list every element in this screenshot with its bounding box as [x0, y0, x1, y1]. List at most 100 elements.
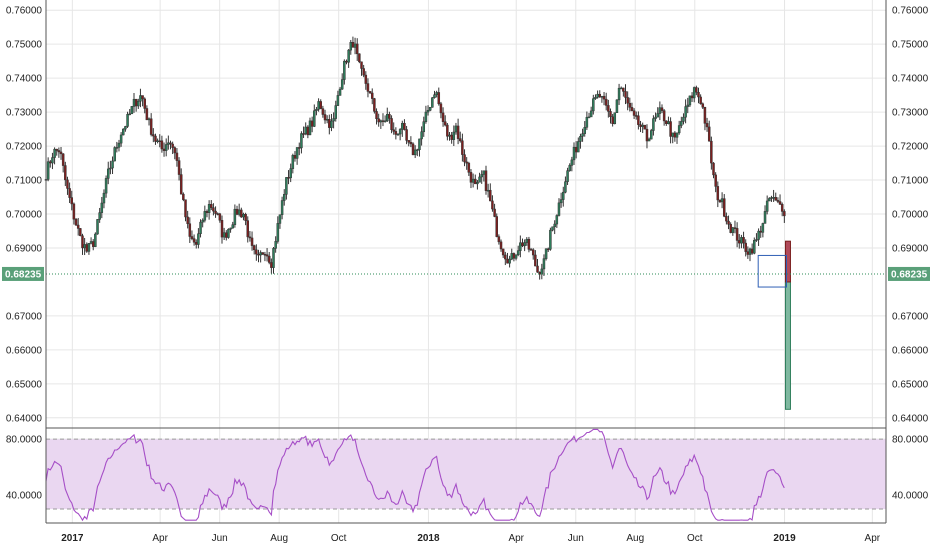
candle-body[interactable] — [302, 133, 305, 135]
candle-body[interactable] — [87, 243, 91, 252]
candle-body[interactable] — [753, 240, 756, 254]
candle-body[interactable] — [278, 214, 282, 224]
candle-body[interactable] — [282, 194, 286, 201]
candle-body[interactable] — [527, 238, 531, 250]
candle-body[interactable] — [662, 110, 666, 122]
candle-body[interactable] — [562, 191, 565, 200]
candle-body[interactable] — [772, 197, 775, 199]
candle-body[interactable] — [169, 142, 172, 145]
candle-body[interactable] — [85, 244, 89, 252]
candle-body[interactable] — [615, 99, 619, 113]
candle-body[interactable] — [624, 91, 627, 98]
candle-body[interactable] — [650, 130, 653, 140]
candle-body[interactable] — [446, 124, 449, 137]
candle-body[interactable] — [74, 218, 78, 226]
candle-body[interactable] — [486, 189, 490, 192]
candle-body[interactable] — [431, 97, 434, 108]
candle-body[interactable] — [194, 241, 198, 245]
candle-body[interactable] — [162, 148, 166, 151]
candle-body[interactable] — [510, 253, 514, 260]
candle-body[interactable] — [604, 98, 608, 106]
candle-body[interactable] — [669, 121, 672, 137]
candle-body[interactable] — [493, 208, 496, 217]
candle-body[interactable] — [660, 107, 664, 111]
candle-body[interactable] — [235, 208, 239, 215]
candle-body[interactable] — [57, 150, 61, 153]
candle-body[interactable] — [722, 198, 726, 217]
candle-body[interactable] — [158, 140, 162, 143]
candle-body[interactable] — [611, 116, 614, 125]
candle-body[interactable] — [508, 258, 511, 264]
candle-body[interactable] — [46, 161, 50, 180]
candle-body[interactable] — [639, 124, 642, 127]
candle-body[interactable] — [143, 98, 146, 109]
candle-body[interactable] — [630, 107, 634, 112]
candle-body[interactable] — [267, 255, 271, 263]
candle-body[interactable] — [274, 241, 277, 249]
candle-body[interactable] — [403, 122, 406, 130]
candlestick-series[interactable] — [44, 36, 791, 410]
candle-body[interactable] — [763, 211, 767, 224]
candle-body[interactable] — [504, 254, 507, 260]
candle-body[interactable] — [362, 68, 365, 76]
candle-body[interactable] — [128, 113, 131, 116]
candle-body[interactable] — [579, 136, 582, 142]
candle-body[interactable] — [351, 42, 355, 48]
candle-body[interactable] — [141, 95, 144, 100]
candle-body[interactable] — [540, 268, 544, 275]
candle-body[interactable] — [656, 113, 659, 118]
candle-body[interactable] — [491, 200, 494, 210]
candle-body[interactable] — [364, 74, 368, 84]
candle-body[interactable] — [388, 114, 391, 119]
candle-body[interactable] — [707, 126, 711, 142]
candle-body[interactable] — [439, 103, 443, 114]
candle-body[interactable] — [177, 160, 181, 175]
candle-body[interactable] — [338, 88, 342, 96]
candle-body[interactable] — [122, 128, 125, 136]
candle-body[interactable] — [76, 224, 80, 229]
candle-body[interactable] — [289, 168, 292, 179]
candle-body[interactable] — [156, 140, 159, 143]
candle-body[interactable] — [248, 236, 252, 239]
candle-body[interactable] — [173, 147, 177, 154]
candle-body[interactable] — [61, 153, 65, 166]
candle-body[interactable] — [566, 170, 569, 182]
candle-body[interactable] — [506, 258, 509, 264]
candle-body[interactable] — [315, 109, 318, 111]
candle-body[interactable] — [673, 132, 677, 138]
candle-body[interactable] — [476, 181, 479, 185]
candle-body[interactable] — [420, 131, 423, 140]
candle-body[interactable] — [647, 138, 651, 142]
candle-body[interactable] — [53, 148, 56, 158]
candle-body[interactable] — [768, 198, 771, 202]
candle-body[interactable] — [237, 209, 241, 215]
candle-body[interactable] — [398, 129, 402, 135]
candle-body[interactable] — [134, 98, 138, 107]
candle-body[interactable] — [585, 116, 589, 128]
candle-body[interactable] — [137, 100, 140, 107]
candle-body[interactable] — [658, 107, 662, 114]
candle-body[interactable] — [553, 223, 556, 228]
candle-body[interactable] — [100, 202, 104, 213]
candle-body[interactable] — [396, 133, 400, 136]
candle-body[interactable] — [761, 223, 765, 233]
candle-body[interactable] — [197, 233, 200, 245]
candle-body[interactable] — [124, 126, 127, 130]
candle-body[interactable] — [628, 102, 632, 108]
candle-body[interactable] — [480, 174, 483, 178]
candle-body[interactable] — [298, 147, 301, 149]
candle-body[interactable] — [368, 91, 372, 94]
candle-body[interactable] — [665, 120, 668, 124]
candle-body[interactable] — [306, 126, 310, 136]
candle-body[interactable] — [671, 132, 674, 137]
candle-body[interactable] — [313, 110, 316, 127]
candle-body[interactable] — [667, 121, 670, 124]
candle-body[interactable] — [546, 248, 550, 251]
candle-body[interactable] — [94, 233, 97, 247]
candle-body[interactable] — [407, 140, 410, 143]
candle-body[interactable] — [780, 204, 784, 212]
candle-body[interactable] — [675, 132, 679, 138]
candle-body[interactable] — [452, 131, 456, 140]
candle-body[interactable] — [83, 244, 86, 249]
candle-body[interactable] — [705, 123, 709, 128]
